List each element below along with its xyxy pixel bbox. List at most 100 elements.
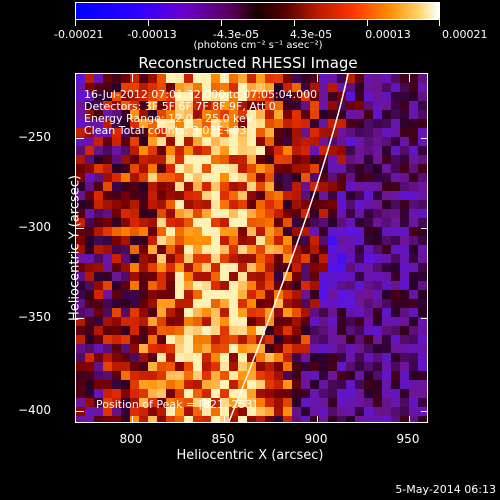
image-pixel — [319, 353, 328, 362]
image-pixel — [148, 317, 157, 326]
image-pixel — [247, 254, 256, 263]
image-pixel — [427, 92, 428, 101]
image-pixel — [247, 353, 256, 362]
image-pixel — [283, 272, 292, 281]
image-pixel — [175, 353, 184, 362]
image-pixel — [103, 389, 112, 398]
image-pixel — [346, 200, 355, 209]
image-pixel — [319, 191, 328, 200]
image-pixel — [112, 182, 121, 191]
image-pixel — [148, 407, 157, 416]
image-pixel — [148, 290, 157, 299]
image-pixel — [274, 218, 283, 227]
image-pixel — [184, 173, 193, 182]
image-pixel — [346, 407, 355, 416]
image-pixel — [166, 218, 175, 227]
image-pixel — [283, 128, 292, 137]
image-pixel — [256, 281, 265, 290]
image-pixel — [364, 83, 373, 92]
image-pixel — [265, 290, 274, 299]
image-pixel — [274, 389, 283, 398]
image-pixel — [121, 317, 130, 326]
image-pixel — [319, 218, 328, 227]
image-pixel — [346, 416, 355, 422]
image-pixel — [166, 290, 175, 299]
image-pixel — [292, 317, 301, 326]
image-pixel — [427, 74, 428, 83]
image-pixel — [103, 92, 112, 101]
image-pixel — [103, 353, 112, 362]
image-pixel — [175, 326, 184, 335]
image-pixel — [328, 398, 337, 407]
image-pixel — [364, 209, 373, 218]
image-pixel — [175, 119, 184, 128]
image-pixel — [220, 137, 229, 146]
image-pixel — [274, 272, 283, 281]
image-pixel — [103, 362, 112, 371]
image-pixel — [319, 326, 328, 335]
image-pixel — [328, 380, 337, 389]
image-pixel — [157, 353, 166, 362]
image-pixel — [328, 110, 337, 119]
y-tick-label: −350 — [18, 310, 51, 324]
image-pixel — [391, 362, 400, 371]
image-pixel — [301, 74, 310, 83]
image-pixel — [220, 182, 229, 191]
image-pixel — [310, 128, 319, 137]
image-pixel — [301, 398, 310, 407]
image-pixel — [184, 83, 193, 92]
image-pixel — [427, 335, 428, 344]
image-pixel — [94, 281, 103, 290]
image-pixel — [157, 200, 166, 209]
image-pixel — [427, 353, 428, 362]
y-tick-mark — [421, 138, 427, 139]
image-pixel — [76, 227, 85, 236]
image-pixel — [337, 182, 346, 191]
image-pixel — [157, 299, 166, 308]
image-pixel — [310, 245, 319, 254]
image-pixel — [103, 326, 112, 335]
image-pixel — [346, 254, 355, 263]
image-pixel — [301, 281, 310, 290]
image-pixel — [130, 110, 139, 119]
image-pixel — [94, 227, 103, 236]
image-pixel — [211, 128, 220, 137]
image-pixel — [265, 227, 274, 236]
image-pixel — [85, 407, 94, 416]
image-pixel — [301, 173, 310, 182]
image-pixel — [310, 263, 319, 272]
image-pixel — [364, 407, 373, 416]
image-pixel — [328, 92, 337, 101]
image-pixel — [283, 281, 292, 290]
image-pixel — [382, 83, 391, 92]
image-pixel — [85, 191, 94, 200]
image-pixel — [139, 362, 148, 371]
image-pixel — [166, 236, 175, 245]
image-pixel — [265, 371, 274, 380]
image-pixel — [382, 119, 391, 128]
image-pixel — [301, 146, 310, 155]
image-pixel — [130, 272, 139, 281]
image-pixel — [247, 200, 256, 209]
image-pixel — [85, 245, 94, 254]
image-pixel — [94, 83, 103, 92]
image-pixel — [292, 101, 301, 110]
image-pixel — [103, 371, 112, 380]
image-pixel — [148, 146, 157, 155]
image-pixel — [103, 380, 112, 389]
image-pixel — [148, 119, 157, 128]
image-pixel — [274, 326, 283, 335]
image-pixel — [283, 326, 292, 335]
image-pixel — [103, 263, 112, 272]
image-pixel — [427, 299, 428, 308]
image-pixel — [175, 299, 184, 308]
image-pixel — [202, 218, 211, 227]
image-pixel — [400, 164, 409, 173]
image-pixel — [418, 209, 427, 218]
image-pixel — [400, 371, 409, 380]
colorbar-label: 0.00021 — [442, 28, 488, 41]
image-pixel — [184, 353, 193, 362]
image-pixel — [121, 389, 130, 398]
image-pixel — [256, 155, 265, 164]
image-pixel — [310, 146, 319, 155]
